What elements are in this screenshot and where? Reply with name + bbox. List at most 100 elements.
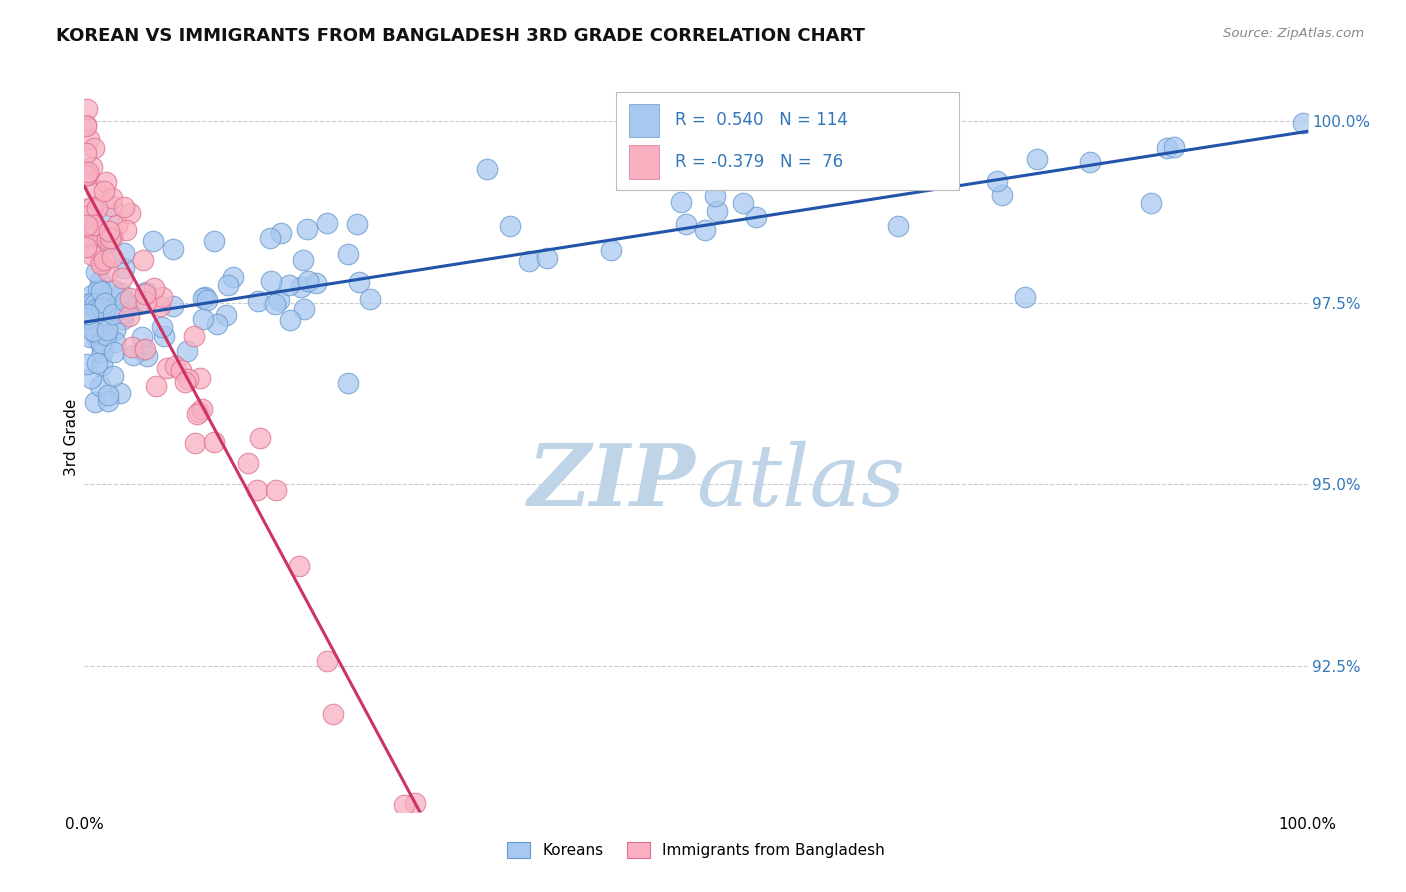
Point xyxy=(1163,139,1185,153)
Point xyxy=(96,176,118,190)
Point xyxy=(264,296,287,310)
Point xyxy=(93,184,115,198)
Point xyxy=(97,388,120,402)
Point xyxy=(90,284,112,298)
Point xyxy=(84,302,107,317)
Point xyxy=(145,379,167,393)
Point xyxy=(215,308,238,322)
Point xyxy=(90,344,112,359)
Point xyxy=(191,402,214,417)
Point xyxy=(121,348,143,362)
Point xyxy=(162,242,184,256)
Point xyxy=(132,343,155,358)
Point xyxy=(86,201,108,215)
Point xyxy=(170,363,193,377)
Point xyxy=(114,299,136,313)
Point xyxy=(1014,290,1036,304)
Point xyxy=(188,405,211,419)
Point xyxy=(86,356,108,370)
Point xyxy=(191,311,214,326)
Point xyxy=(96,235,118,249)
Point xyxy=(207,317,229,331)
Point xyxy=(127,297,149,311)
Point xyxy=(675,218,697,232)
Point xyxy=(98,230,121,244)
Point xyxy=(84,326,107,340)
Point xyxy=(104,334,127,349)
Point xyxy=(267,293,290,307)
Point xyxy=(76,357,98,371)
Point xyxy=(97,394,120,409)
Point xyxy=(260,274,283,288)
Point xyxy=(75,202,97,216)
Point xyxy=(1078,155,1101,169)
Point xyxy=(536,252,558,266)
Point xyxy=(112,246,135,260)
Point xyxy=(101,230,124,244)
Point xyxy=(499,219,522,233)
Point xyxy=(131,330,153,344)
Point xyxy=(177,372,200,386)
Point xyxy=(93,295,115,310)
Point xyxy=(112,311,135,326)
Point xyxy=(94,327,117,342)
Point xyxy=(202,234,225,248)
Point xyxy=(183,329,205,343)
Point xyxy=(924,168,946,182)
Point xyxy=(305,276,328,290)
Point xyxy=(79,209,101,223)
Point xyxy=(291,252,314,267)
Point xyxy=(294,301,316,316)
Point xyxy=(316,654,339,668)
Point xyxy=(75,240,97,254)
Point xyxy=(77,132,100,146)
Point xyxy=(82,287,104,301)
Point xyxy=(135,285,157,299)
Point xyxy=(278,277,301,292)
Point xyxy=(76,227,98,241)
Point xyxy=(80,160,103,174)
Point xyxy=(89,379,111,393)
Point xyxy=(153,328,176,343)
Point xyxy=(191,291,214,305)
Point xyxy=(194,290,217,304)
Point xyxy=(150,290,173,304)
Point xyxy=(90,313,112,327)
Point xyxy=(93,252,115,267)
Point xyxy=(150,320,173,334)
Point xyxy=(600,244,623,258)
Point xyxy=(986,173,1008,187)
Point xyxy=(121,340,143,354)
Point xyxy=(75,119,97,133)
Point xyxy=(100,250,122,264)
Point xyxy=(1025,152,1047,166)
Point xyxy=(176,344,198,359)
Point xyxy=(392,798,415,813)
Point xyxy=(79,371,101,385)
Point xyxy=(97,209,120,223)
Point xyxy=(112,306,135,320)
Point xyxy=(77,165,100,179)
Text: R = -0.379   N =  76: R = -0.379 N = 76 xyxy=(675,153,844,171)
Point xyxy=(79,329,101,343)
Point xyxy=(83,141,105,155)
Y-axis label: 3rd Grade: 3rd Grade xyxy=(63,399,79,475)
Point xyxy=(186,408,208,422)
Point xyxy=(79,240,101,254)
Point xyxy=(96,264,118,278)
Point xyxy=(222,270,245,285)
Point xyxy=(77,168,100,182)
Point xyxy=(84,183,107,197)
Point xyxy=(117,309,139,323)
Point xyxy=(89,274,111,288)
Point xyxy=(887,219,910,233)
Point xyxy=(315,216,337,230)
Point xyxy=(259,230,281,244)
Point xyxy=(990,188,1012,202)
Point xyxy=(111,270,134,285)
Point xyxy=(297,275,319,289)
Point xyxy=(359,292,381,306)
Point xyxy=(79,230,101,244)
Point xyxy=(108,386,131,401)
Point xyxy=(517,254,540,268)
